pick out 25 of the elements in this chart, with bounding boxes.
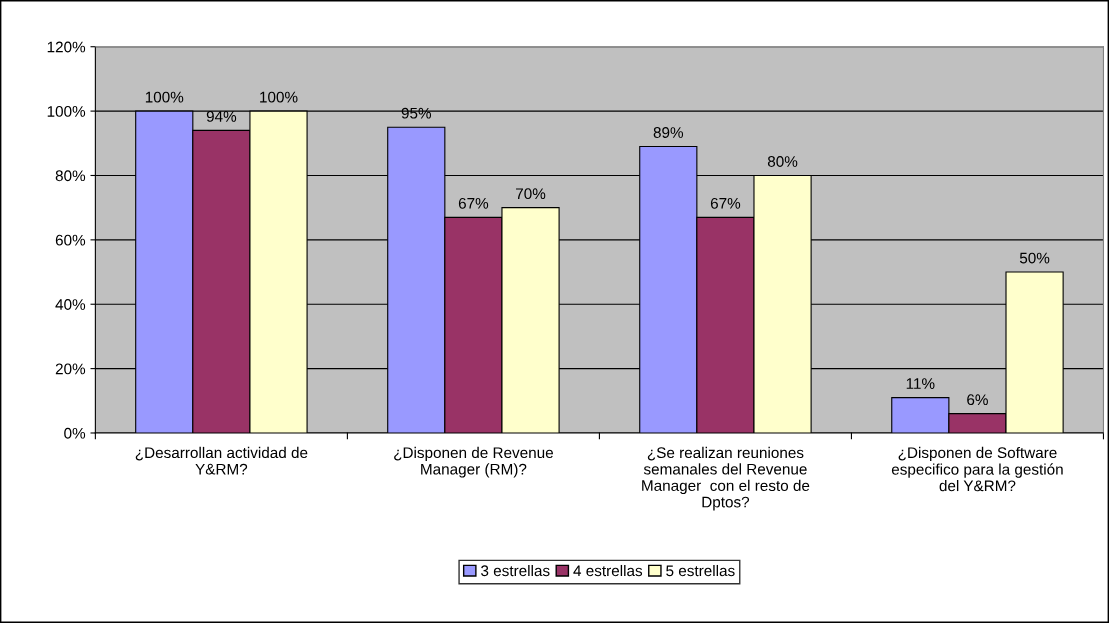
data-label: 67% [458, 197, 489, 209]
x-tick-label: ¿Se realizan reuniones semanales del Revenue Manager con el resto de Dptos? [642, 446, 810, 511]
legend-label: 3 estrellas [481, 564, 550, 577]
y-tick-label: 0% [64, 427, 86, 439]
data-label: 11% [906, 378, 935, 389]
y-tick-label: 80% [55, 170, 86, 182]
x-tick-label: ¿Disponen de Revenue Manager (RM)? [394, 446, 553, 478]
x-tick-label: ¿Disponen de Software especifico para la gestión del Y&RM? [891, 446, 1063, 492]
x-tick-label: ¿Desarrollan actividad de Y&RM? [135, 446, 308, 475]
data-label: 89% [653, 127, 684, 138]
y-tick-label: 60% [55, 234, 86, 246]
data-label: 100% [145, 91, 184, 103]
data-label: 100% [260, 91, 298, 103]
data-label: 6% [967, 394, 988, 406]
data-label: 50% [1019, 252, 1050, 264]
legend-label: 4 estrellas [573, 564, 643, 577]
data-label: 67% [710, 197, 741, 209]
data-label: 80% [767, 156, 798, 167]
data-label: 70% [516, 188, 546, 200]
data-label: 94% [206, 111, 237, 122]
y-tick-label: 120% [47, 41, 86, 53]
y-tick-label: 20% [55, 363, 86, 375]
y-tick-label: 40% [55, 299, 86, 310]
legend-label: 5 estrellas [666, 564, 735, 577]
y-tick-label: 100% [47, 105, 86, 117]
